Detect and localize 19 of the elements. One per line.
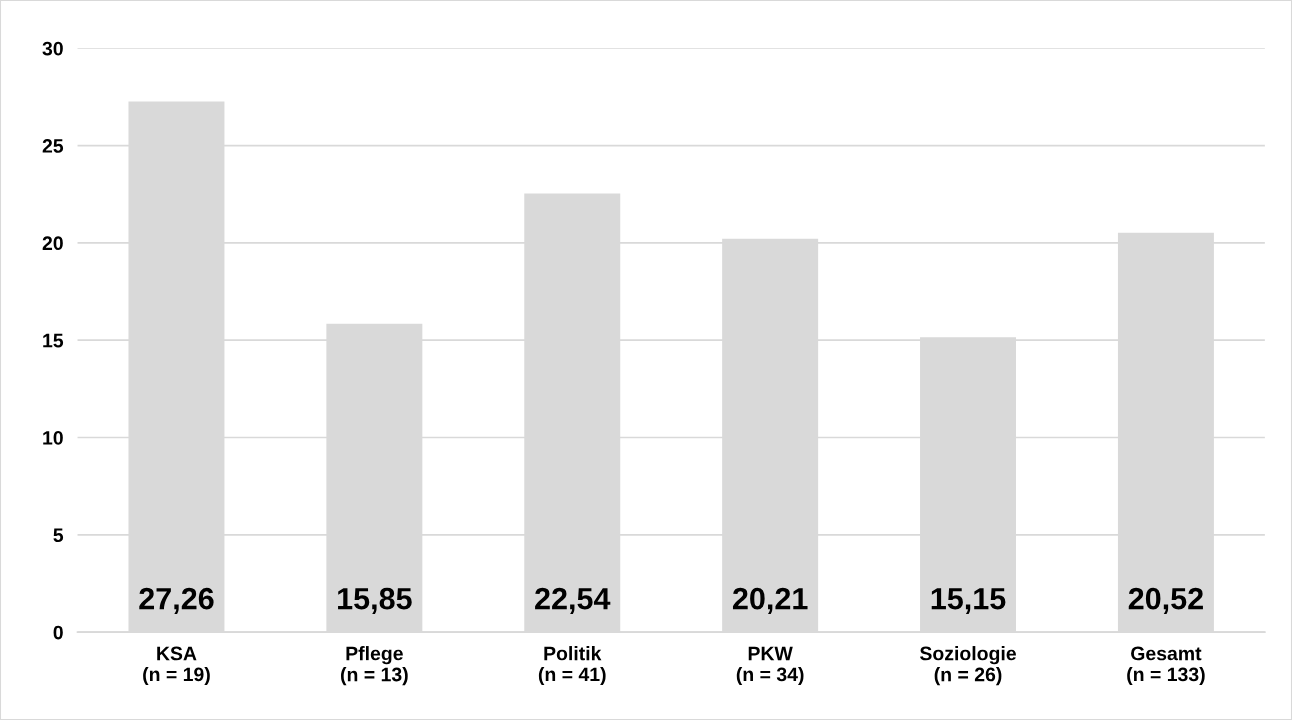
data-label: 27,26 [139, 587, 214, 614]
y-tick-label: 10 [43, 430, 63, 445]
x-tick-label: Pflege (n = 13) [341, 646, 408, 686]
data-label: 20,21 [732, 587, 808, 614]
y-tick-label: 25 [42, 139, 64, 153]
data-label: 15,15 [931, 588, 1006, 614]
y-tick-label: 5 [53, 528, 64, 543]
x-tick-label: KSA (n = 19) [143, 646, 210, 686]
x-tick-label: PKW (n = 34) [736, 646, 804, 686]
y-tick-label: 0 [53, 625, 63, 640]
x-tick-label: Soziologie (n = 26) [919, 646, 1016, 686]
y-tick-label: 15 [43, 333, 64, 348]
x-tick-label: Gesamt (n = 133) [1127, 646, 1205, 686]
data-label: 20,52 [1128, 587, 1203, 614]
y-tick-label: 20 [42, 236, 63, 251]
data-label: 15,85 [338, 587, 412, 614]
y-tick-label: 30 [42, 41, 63, 56]
data-label: 22,54 [535, 587, 611, 614]
x-tick-label: Politik (n = 41) [538, 646, 606, 686]
